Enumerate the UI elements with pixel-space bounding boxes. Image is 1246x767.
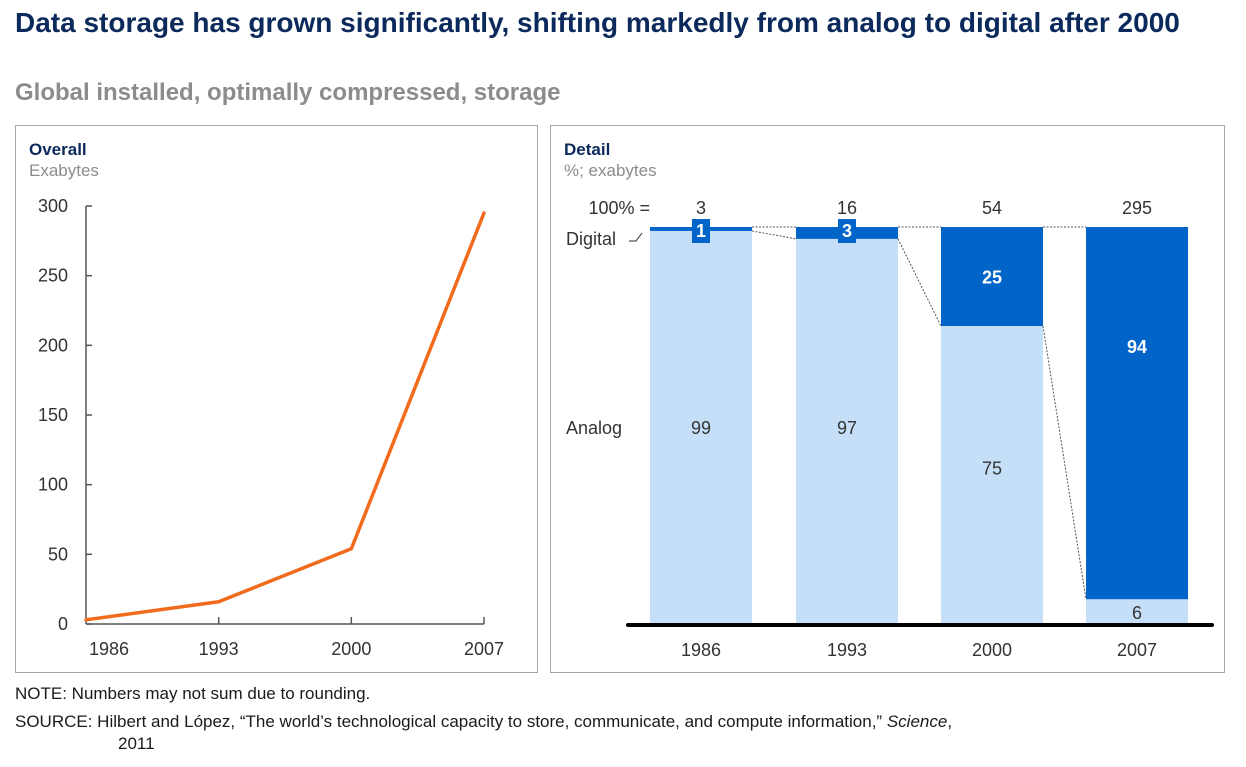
detail-panel-unit: %; exabytes	[564, 161, 657, 180]
x-tick-label: 2007	[1117, 640, 1157, 660]
x-tick-label: 2000	[331, 639, 371, 659]
x-tick-label: 1986	[681, 640, 721, 660]
connector-split	[897, 238, 942, 327]
source-citation: SOURCE: Hilbert and López, “The world’s …	[15, 711, 1215, 755]
x-tick-label: 1993	[827, 640, 867, 660]
analog-value-label: 97	[837, 418, 857, 438]
source-year: 2011	[118, 734, 155, 753]
y-tick-label: 50	[48, 544, 68, 564]
chart-subtitle: Global installed, optimally compressed, …	[15, 79, 561, 106]
legend-analog-label: Analog	[566, 418, 622, 438]
digital-value-label: 3	[842, 221, 852, 241]
bar-segment-analog	[796, 238, 898, 623]
detail-panel-title: Detail	[564, 140, 611, 159]
y-tick-label: 300	[38, 196, 68, 216]
overall-panel-unit: Exabytes	[29, 161, 99, 180]
source-text: SOURCE: Hilbert and López, “The world’s …	[15, 712, 887, 731]
overall-panel-title: Overall	[29, 140, 87, 159]
y-tick-label: 100	[38, 475, 68, 495]
footnote: NOTE: Numbers may not sum due to roundin…	[15, 684, 371, 703]
digital-value-badge	[838, 219, 856, 243]
digital-value-label: 94	[1127, 337, 1147, 357]
analog-value-label: 6	[1132, 603, 1142, 623]
bar-segment-digital	[1086, 227, 1188, 600]
connector-split	[1042, 325, 1087, 600]
y-tick-label: 150	[38, 405, 68, 425]
x-tick-label: 1993	[199, 639, 239, 659]
x-tick-label: 1986	[89, 639, 129, 659]
bar-total-label: 3	[696, 198, 706, 218]
legend-digital-pointer	[629, 232, 643, 242]
line-series-total-storage	[84, 211, 486, 622]
analog-value-label: 99	[691, 418, 711, 438]
totals-label: 100% =	[588, 198, 650, 218]
bar-segment-digital	[941, 227, 1043, 326]
digital-value-label: 1	[696, 221, 706, 241]
bar-segment-analog	[941, 326, 1043, 623]
bar-total-label: 295	[1122, 198, 1152, 218]
y-tick-label: 250	[38, 266, 68, 286]
x-tick-label: 2007	[464, 639, 504, 659]
bar-segment-analog	[1086, 599, 1188, 623]
chart-title: Data storage has grown significantly, sh…	[15, 7, 1180, 38]
bar-total-label: 16	[837, 198, 857, 218]
source-journal: Science	[886, 712, 948, 731]
y-tick-label: 200	[38, 335, 68, 355]
analog-value-label: 75	[982, 459, 1002, 479]
x-tick-label: 2000	[972, 640, 1012, 660]
source-suffix: ,	[947, 712, 953, 731]
y-tick-label: 0	[58, 614, 68, 634]
bar-total-label: 54	[982, 198, 1002, 218]
bar-segment-analog	[650, 230, 752, 623]
connector-split	[751, 230, 797, 240]
overall-panel: Overall Exabytes	[15, 125, 538, 673]
digital-value-label: 25	[982, 268, 1002, 288]
legend-digital-label: Digital	[566, 229, 616, 249]
digital-value-badge	[692, 219, 710, 243]
